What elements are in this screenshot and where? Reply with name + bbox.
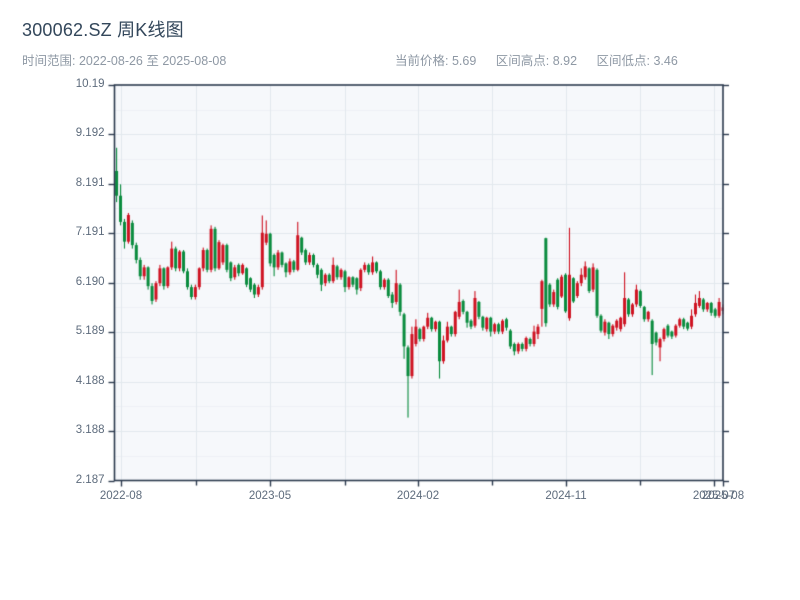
kline-canvas xyxy=(0,0,800,560)
kline-chart: 10.19 9.192 8.191 7.191 6.190 5.189 4.188 3.188… xyxy=(0,0,800,560)
